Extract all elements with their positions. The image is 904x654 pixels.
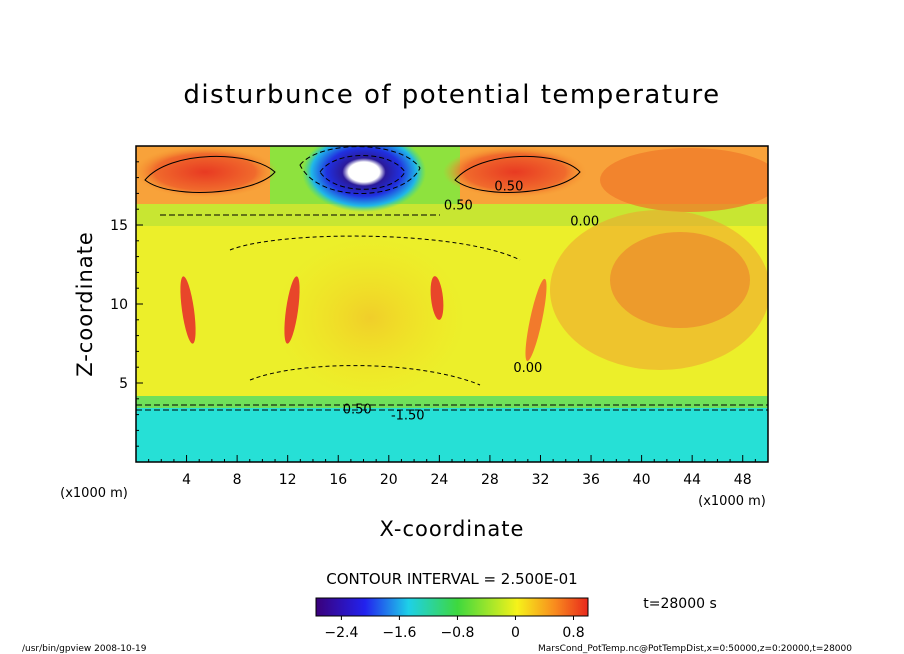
filament-2 (284, 276, 300, 344)
contour-label: 0.00 (570, 214, 599, 229)
colorbar-ticks: −2.4 −1.6 −0.8 0 0.8 (324, 616, 585, 641)
footer-right: MarsCond_PotTemp.nc@PotTempDist,x=0:5000… (538, 644, 852, 654)
filament-1 (180, 276, 196, 344)
x-tick-label: 24 (430, 472, 448, 488)
contour-interval: CONTOUR INTERVAL = 2.500E-01 (326, 570, 577, 588)
filament-3 (430, 276, 444, 320)
colorbar-tick-label: 0 (511, 625, 520, 641)
x-tick-label: 36 (582, 472, 600, 488)
footer-left: /usr/bin/gpview 2008-10-19 (22, 644, 147, 654)
colorbar-tick-label: −0.8 (440, 625, 474, 641)
y-axis-unit: (x1000 m) (60, 486, 128, 501)
x-tick-label: 12 (279, 472, 297, 488)
time-label: t=28000 s (643, 596, 717, 612)
contour-label: -1.50 (391, 409, 425, 424)
x-tick-label: 48 (734, 472, 752, 488)
contour-label: 0.50 (494, 180, 523, 195)
lower-transition (136, 396, 768, 408)
x-tick-label: 8 (233, 472, 242, 488)
x-tick-label: 28 (481, 472, 499, 488)
x-axis-unit: (x1000 m) (698, 494, 766, 509)
y-axis-ticks: 5 10 15 (110, 161, 143, 447)
plot-area (136, 146, 768, 462)
x-tick-label: 40 (633, 472, 651, 488)
contour-labels: 0.50 0.50 0.00 0.00 0.50 -1.50 (343, 180, 599, 424)
colorbar-tick-label: 0.8 (562, 625, 584, 641)
chart-title: disturbunce of potential temperature (183, 80, 720, 110)
x-tick-label: 4 (182, 472, 191, 488)
mid-warm-region (275, 238, 465, 398)
x-tick-label: 16 (329, 472, 347, 488)
x-axis-ticks: 4 8 12 16 20 24 28 32 36 40 44 48 (148, 455, 756, 488)
cold-lower-layer (136, 406, 768, 462)
x-tick-label: 32 (532, 472, 550, 488)
x-tick-label: 44 (683, 472, 701, 488)
y-tick-label: 10 (110, 297, 128, 313)
y-axis-label: Z-coordinate (73, 231, 97, 377)
colorbar-tick-label: −1.6 (382, 625, 416, 641)
x-tick-label: 20 (380, 472, 398, 488)
contour-lines (136, 146, 768, 411)
contour-label: 0.50 (444, 198, 473, 213)
y-tick-label: 15 (110, 218, 128, 234)
contour-label: 0.00 (513, 361, 542, 376)
y-tick-label: 5 (119, 376, 128, 392)
upper-far-right-warm (600, 148, 768, 212)
contour-label: 0.50 (343, 402, 372, 417)
colorbar (315, 597, 589, 617)
colorbar-tick-label: −2.4 (324, 625, 358, 641)
right-turbulent-core (610, 232, 750, 328)
x-axis-label: X-coordinate (380, 517, 525, 541)
cold-anomaly (302, 146, 426, 212)
filament-4 (525, 278, 547, 362)
